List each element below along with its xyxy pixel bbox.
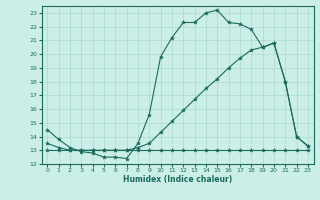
X-axis label: Humidex (Indice chaleur): Humidex (Indice chaleur) bbox=[123, 175, 232, 184]
